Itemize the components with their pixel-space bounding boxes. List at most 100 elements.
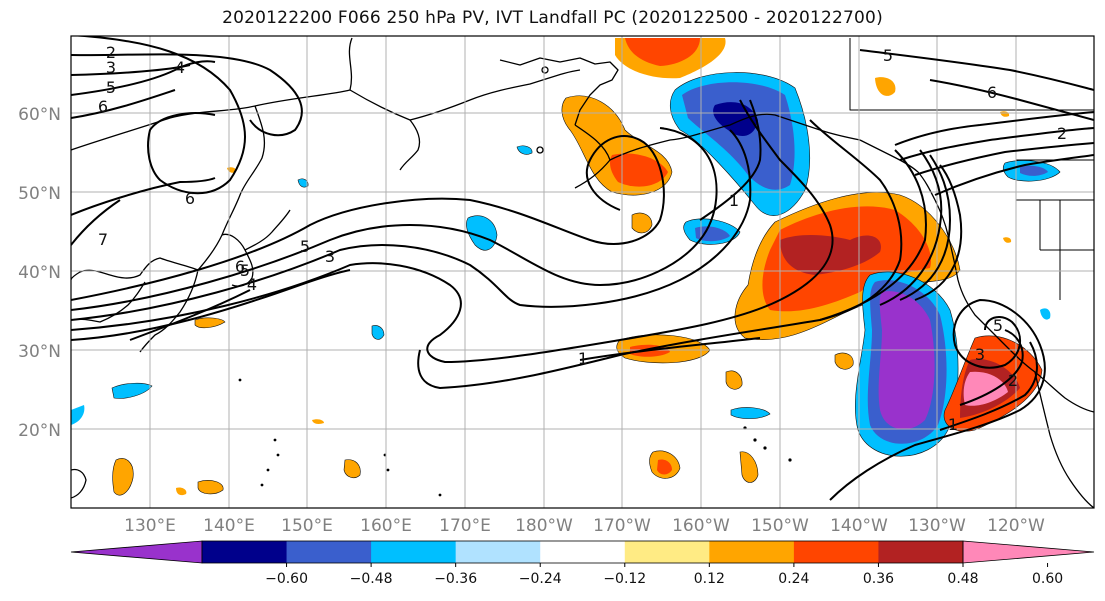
- lat-label-20n: 20°N: [18, 421, 61, 441]
- lon-label: 140°W: [830, 516, 888, 536]
- island: [386, 468, 390, 472]
- pv-region-positive: [312, 419, 324, 424]
- pv-region-positive: [875, 77, 896, 96]
- contour-label: 3: [975, 345, 985, 364]
- contour-label: 5: [240, 261, 250, 280]
- coastline: [499, 57, 619, 126]
- colorbar: −0.60 −0.48 −0.36 −0.24 −0.12 0.12 0.24 0.36 0.4…: [70, 540, 1095, 587]
- colorbar-segment: [455, 541, 541, 563]
- pv-region-negative: [682, 82, 795, 190]
- colorbar-tick-label: 0.48: [947, 571, 978, 587]
- contour-label: 3: [106, 58, 116, 77]
- coastline: [71, 257, 199, 281]
- pv-region-positive: [725, 370, 743, 390]
- contour-label: 2: [106, 43, 116, 62]
- lon-label: 140°E: [203, 516, 255, 536]
- colorbar-tick-label: −0.36: [434, 571, 477, 587]
- contour-label: 6: [235, 257, 245, 276]
- ivt-contour: [899, 127, 1094, 161]
- lon-label: 180°W: [515, 516, 573, 536]
- pv-region-positive: [343, 459, 361, 479]
- contour-label: 1: [729, 191, 739, 210]
- ivt-contour: [71, 127, 718, 311]
- coastline: [1034, 371, 1094, 508]
- lat-label-30n: 30°N: [18, 342, 61, 362]
- lon-label: 130°W: [908, 516, 966, 536]
- ivt-contour: [939, 341, 1038, 431]
- ivt-contour: [929, 79, 1094, 121]
- contour-label: 7: [98, 230, 108, 249]
- longitude-labels: 130°E 140°E 150°E 160°E 170°E 180°W 170°W 160°W…: [124, 516, 1045, 536]
- contour-label: 5: [993, 316, 1003, 335]
- lon-label: 160°W: [672, 516, 730, 536]
- pv-region-negative: [878, 291, 935, 430]
- island: [541, 66, 549, 74]
- pv-region-positive: [657, 459, 672, 475]
- ivt-contour: [129, 289, 251, 341]
- ivt-contour: [899, 154, 952, 301]
- pv-region-positive: [834, 352, 854, 370]
- colorbar-segment: [878, 541, 964, 563]
- pv-region-positive: [194, 317, 226, 329]
- contour-label: 6: [185, 189, 195, 208]
- island: [260, 483, 264, 487]
- ivt-contour: [579, 337, 761, 361]
- lon-label: 160°E: [360, 516, 412, 536]
- colorbar-tick-label: −0.24: [519, 571, 562, 587]
- island: [763, 446, 767, 450]
- colorbar-segment: [202, 541, 288, 563]
- ivt-contour: [71, 60, 216, 96]
- pv-region-negative: [466, 215, 498, 251]
- island: [238, 378, 242, 382]
- islands: [238, 66, 792, 497]
- pv-region-negative: [1020, 165, 1048, 176]
- coastline: [399, 119, 421, 171]
- ivt-contour: [819, 149, 927, 321]
- ivt-contour: [71, 199, 121, 246]
- pv-region-negative: [111, 382, 153, 399]
- ivt-contour: [959, 329, 1024, 406]
- ivt-contour: [71, 99, 834, 364]
- island: [536, 146, 544, 154]
- pv-region-positive: [112, 458, 134, 496]
- lat-label-60n: 60°N: [18, 105, 61, 125]
- ivt-contour: [71, 269, 351, 341]
- colorbar-extend-high: [962, 540, 1095, 564]
- colorbar-tick-label: 0.36: [863, 571, 894, 587]
- pv-shading: [71, 38, 1061, 496]
- ivt-contour: [699, 99, 762, 221]
- contour-label: 6: [987, 83, 997, 102]
- contour-label: 4: [175, 58, 185, 77]
- pv-region-positive: [963, 371, 1008, 406]
- coastline: [197, 105, 266, 271]
- island: [273, 438, 277, 442]
- contour-labels: 2 3 4 5 6 6 7 6 5 4 5 3 1 1 5 6 2 5 3 2 …: [98, 43, 1067, 434]
- contour-label: 2: [1008, 371, 1018, 390]
- contour-label: 5: [106, 78, 116, 97]
- ivt-contour: [894, 111, 1094, 146]
- colorbar-segment: [709, 541, 795, 563]
- ivt-contour: [914, 142, 1094, 176]
- latitude-labels: 60°N 50°N 40°N 30°N 20°N: [18, 105, 61, 441]
- colorbar-segment: [371, 541, 457, 563]
- pv-region-positive: [176, 487, 187, 496]
- ivt-contour: [859, 49, 1094, 91]
- lon-label: 150°E: [281, 516, 333, 536]
- ivt-contour: [934, 154, 1094, 196]
- contour-label: 2: [1057, 124, 1067, 143]
- island: [788, 458, 792, 462]
- pv-region-positive: [739, 451, 759, 483]
- pv-region-negative: [71, 405, 85, 425]
- ivt-contour: [71, 36, 246, 195]
- island: [753, 438, 757, 442]
- colorbar-extend-low: [70, 540, 203, 564]
- pv-region-negative: [695, 226, 730, 242]
- map-panel: [70, 35, 1095, 509]
- pv-region-negative: [1040, 308, 1051, 320]
- pv-region-negative: [516, 145, 533, 155]
- colorbar-tick-label: −0.60: [265, 571, 308, 587]
- island: [276, 453, 280, 457]
- pv-region-positive: [625, 38, 700, 66]
- pv-region-negative: [297, 178, 309, 188]
